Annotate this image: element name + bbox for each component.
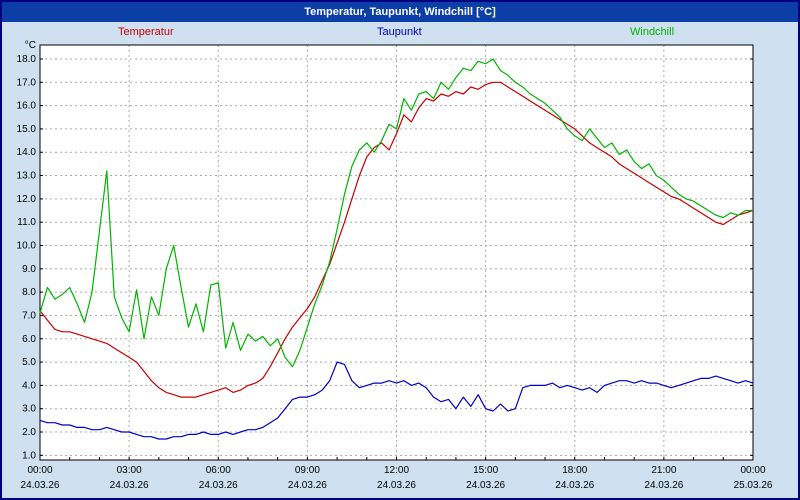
svg-text:8.0: 8.0 bbox=[22, 287, 36, 298]
svg-text:2.0: 2.0 bbox=[22, 427, 36, 438]
svg-text:°C: °C bbox=[25, 40, 36, 51]
svg-text:15:00: 15:00 bbox=[473, 465, 498, 476]
svg-text:03:00: 03:00 bbox=[117, 465, 142, 476]
svg-text:24.03.26: 24.03.26 bbox=[466, 480, 505, 491]
svg-text:24.03.26: 24.03.26 bbox=[288, 480, 327, 491]
y-axis-labels: °C 1.0 2.0 3.0 4.0 5.0 6.0 7.0 8.0 9.0 10.0 11.0 12.… bbox=[17, 40, 37, 461]
svg-text:10.0: 10.0 bbox=[17, 241, 37, 252]
svg-text:00:00: 00:00 bbox=[740, 465, 765, 476]
legend-windchill: Windchill bbox=[630, 26, 675, 38]
svg-text:7.0: 7.0 bbox=[22, 310, 36, 321]
svg-text:24.03.26: 24.03.26 bbox=[644, 480, 683, 491]
x-axis-labels: 00:00 03:00 06:00 09:00 12:00 15:00 18:00 21:00… bbox=[21, 465, 773, 491]
svg-text:11.0: 11.0 bbox=[17, 217, 36, 228]
legend: Temperatur Taupunkt Windchill bbox=[2, 25, 798, 41]
svg-text:5.0: 5.0 bbox=[22, 357, 36, 368]
svg-text:18:00: 18:00 bbox=[562, 465, 587, 476]
svg-text:12:00: 12:00 bbox=[384, 465, 409, 476]
legend-temperatur: Temperatur bbox=[118, 26, 174, 38]
svg-text:4.0: 4.0 bbox=[22, 380, 36, 391]
svg-text:24.03.26: 24.03.26 bbox=[555, 480, 594, 491]
svg-text:24.03.26: 24.03.26 bbox=[377, 480, 416, 491]
svg-text:09:00: 09:00 bbox=[295, 465, 320, 476]
series-taupunkt bbox=[39, 361, 754, 440]
svg-text:21:00: 21:00 bbox=[651, 465, 676, 476]
axis-ticks bbox=[39, 58, 754, 460]
svg-text:18.0: 18.0 bbox=[17, 54, 37, 65]
svg-text:24.03.26: 24.03.26 bbox=[21, 480, 60, 491]
svg-text:25.03.26: 25.03.26 bbox=[734, 480, 773, 491]
svg-text:24.03.26: 24.03.26 bbox=[199, 480, 238, 491]
title-bar: Temperatur, Taupunkt, Windchill [°C] bbox=[2, 2, 798, 22]
legend-taupunkt: Taupunkt bbox=[377, 26, 422, 38]
svg-text:3.0: 3.0 bbox=[22, 404, 36, 415]
svg-text:12.0: 12.0 bbox=[17, 194, 37, 205]
svg-text:00:00: 00:00 bbox=[27, 465, 52, 476]
svg-text:15.0: 15.0 bbox=[17, 124, 37, 135]
svg-text:06:00: 06:00 bbox=[206, 465, 231, 476]
svg-text:16.0: 16.0 bbox=[17, 101, 37, 112]
svg-text:6.0: 6.0 bbox=[22, 334, 36, 345]
series-temperatur bbox=[39, 81, 754, 398]
svg-text:14.0: 14.0 bbox=[17, 147, 37, 158]
series-windchill bbox=[39, 58, 753, 368]
svg-text:1.0: 1.0 bbox=[22, 450, 36, 461]
svg-text:13.0: 13.0 bbox=[17, 171, 37, 182]
svg-text:24.03.26: 24.03.26 bbox=[110, 480, 149, 491]
svg-text:9.0: 9.0 bbox=[22, 264, 36, 275]
plot-area bbox=[40, 45, 753, 460]
svg-text:17.0: 17.0 bbox=[17, 77, 37, 88]
gridlines bbox=[40, 45, 753, 460]
